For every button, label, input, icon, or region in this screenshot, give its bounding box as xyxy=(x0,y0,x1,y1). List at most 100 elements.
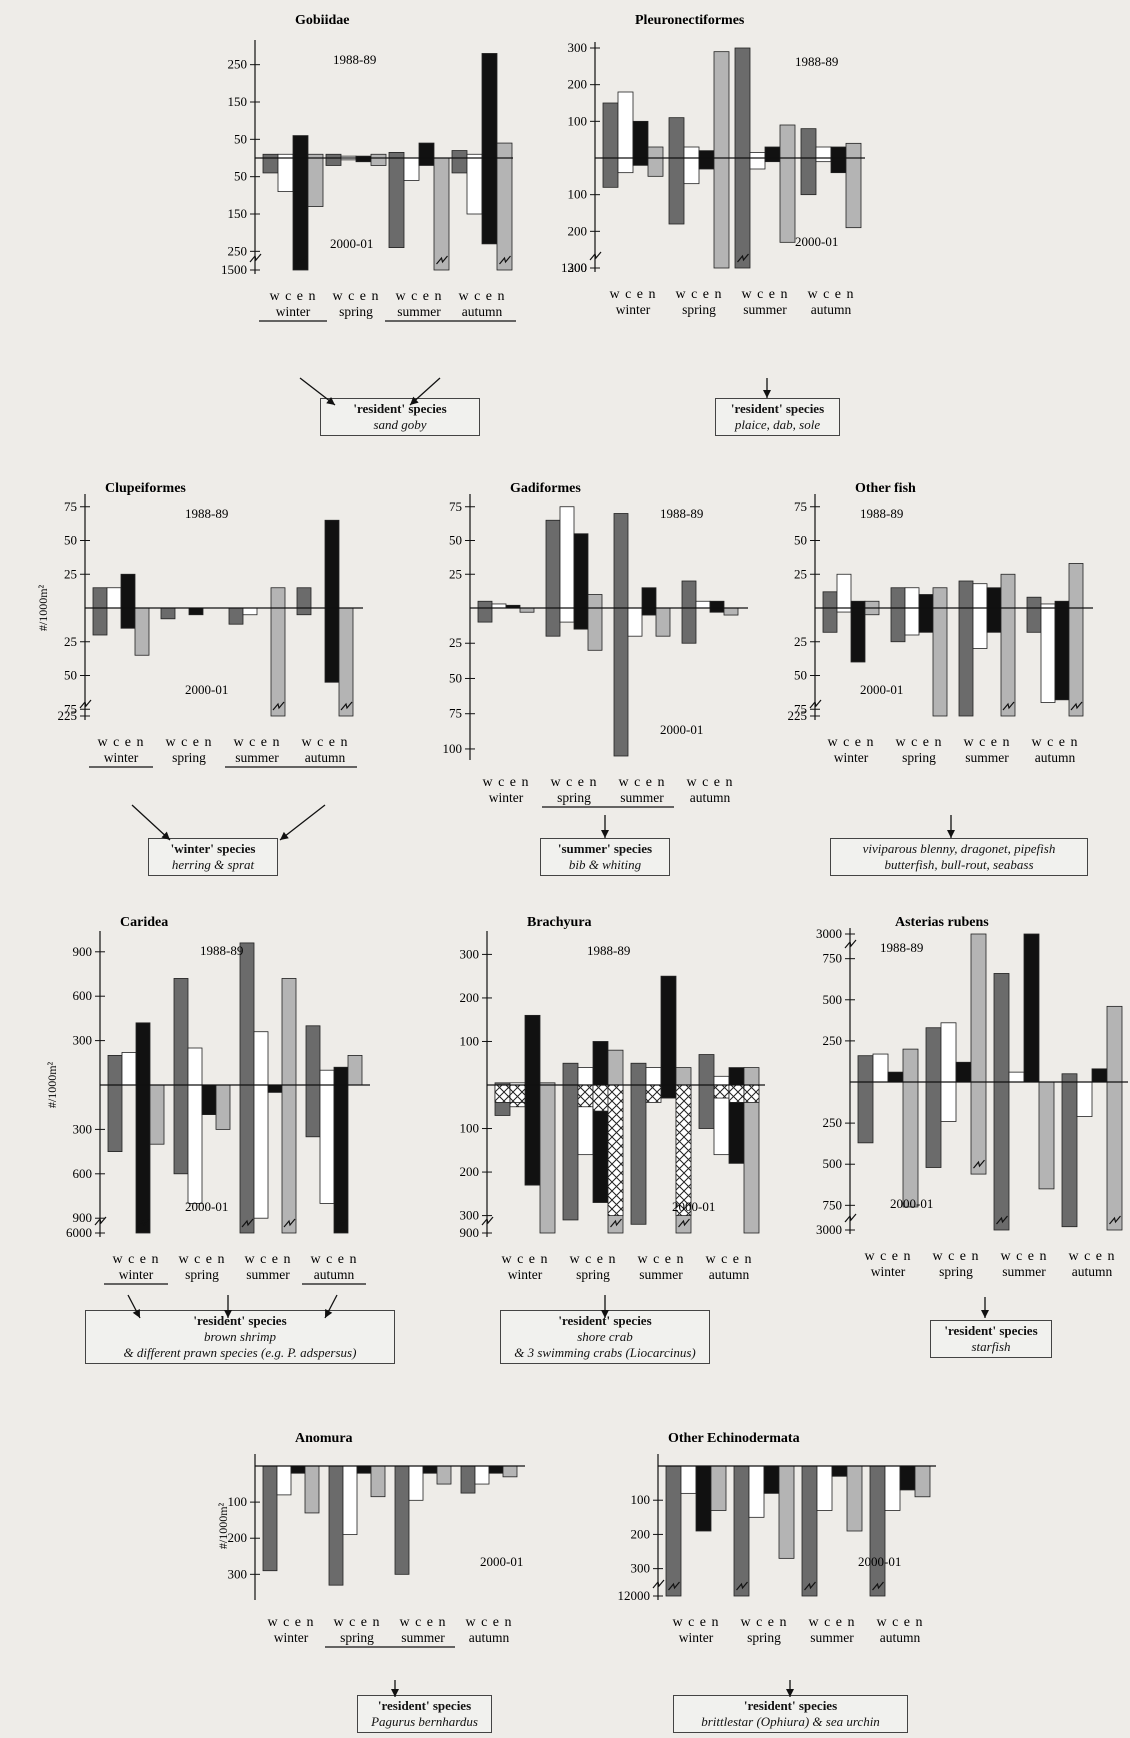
y-tick-label: 25 xyxy=(64,566,77,581)
season-letters: w c e n xyxy=(637,1252,684,1267)
season-letters: w c e n xyxy=(741,287,788,302)
species-box-line: brown shrimp xyxy=(203,1329,277,1344)
y-tick-label: 100 xyxy=(443,741,463,756)
season-label-winter: winter xyxy=(616,302,651,317)
species-box-title: 'resident' species xyxy=(377,1698,472,1713)
season-letters: w c e n xyxy=(482,775,529,790)
break-mark xyxy=(241,1218,254,1228)
species-box-line: sand goby xyxy=(373,417,427,432)
break-mark xyxy=(249,253,262,263)
season-letters: w c e n xyxy=(864,1249,911,1264)
break-mark xyxy=(272,701,285,711)
species-box-title: 'resident' species xyxy=(944,1323,1038,1338)
species-box-brachyura: 'resident' species shore crab & 3 swimming… xyxy=(500,1310,710,1364)
chart-svg: Asterias rubens 3000 750 500 250 250 500 750 300… xyxy=(816,915,1128,1279)
season-label-autumn: autumn xyxy=(811,302,852,317)
y-tick-label: 750 xyxy=(823,1197,843,1212)
season-label-summer: summer xyxy=(246,1267,290,1282)
season-letters: w c e n xyxy=(178,1252,225,1267)
label-1988-89: 1988-89 xyxy=(660,506,703,521)
y-tick-label: 200 xyxy=(460,990,480,1005)
species-box-anomura: 'resident' species Pagurus bernhardus xyxy=(357,1695,492,1733)
break-mark xyxy=(1002,701,1015,711)
species-box-title: 'resident' species xyxy=(743,1698,838,1713)
season-label-winter: winter xyxy=(489,790,524,805)
y-tick-label: 50 xyxy=(234,169,247,184)
y-tick-label: 200 xyxy=(228,1530,248,1545)
y-tick-label: 200 xyxy=(568,77,588,92)
chart-title: Asterias rubens xyxy=(895,915,989,930)
season-label-winter: winter xyxy=(834,750,869,765)
species-box-asterias: 'resident' species starfish xyxy=(930,1320,1052,1358)
break-mark xyxy=(678,1218,690,1228)
season-label-spring: spring xyxy=(557,790,591,805)
y-tick-label: 750 xyxy=(823,951,843,966)
y-tick-label: 100 xyxy=(631,1492,651,1507)
break-mark xyxy=(996,1215,1008,1225)
y-tick-label: 300 xyxy=(568,40,588,55)
y-tick-label: 75 xyxy=(64,499,77,514)
season-letters: w c e n xyxy=(705,1252,752,1267)
break-mark xyxy=(137,1218,150,1228)
season-label-summer: summer xyxy=(965,750,1009,765)
species-box-clupeiformes: 'winter' species herring & sprat xyxy=(148,838,278,876)
label-2000-01: 2000-01 xyxy=(330,236,373,251)
break-mark xyxy=(844,1213,857,1223)
arrow-head xyxy=(601,1310,609,1318)
season-label-spring: spring xyxy=(576,1267,610,1282)
y-tick-label: 50 xyxy=(234,131,247,146)
break-mark xyxy=(340,701,353,711)
season-letters: w c e n xyxy=(827,735,874,750)
y-tick-label: 1200 xyxy=(561,260,587,275)
y-tick-label: 150 xyxy=(228,206,248,221)
chart-title: Clupeiformes xyxy=(105,481,186,496)
chart-pleuronectiformes: Pleuronectiformes 300 200 100 100 200 300 1200 1… xyxy=(555,10,879,338)
season-letters: w c e n xyxy=(740,1615,787,1630)
season-label-autumn: autumn xyxy=(305,750,346,765)
break-mark xyxy=(736,1581,748,1591)
y-tick-label: 50 xyxy=(794,533,807,548)
chart-brachyura: Brachyura 300 200 100 100 200 300 900 1988-89 200… xyxy=(450,912,779,1303)
chart-otherfish: Other fish 75 50 25 25 50 75 225 1988-89 2000-01 w… xyxy=(785,478,1107,786)
y-tick-label: 75 xyxy=(794,701,807,716)
y-tick-label: 25 xyxy=(794,634,807,649)
label-2000-01: 2000-01 xyxy=(660,722,703,737)
season-letters: w c e n xyxy=(267,1615,314,1630)
y-tick-label: 150 xyxy=(228,94,248,109)
y-axis-label: #/1000m² xyxy=(216,1502,230,1549)
y-tick-label: 100 xyxy=(460,1033,480,1048)
chart-svg: Other Echinodermata 100 200 300 12000 2000-01… xyxy=(618,1431,936,1645)
break-mark xyxy=(973,1159,985,1169)
season-letters: w c e n xyxy=(395,289,442,304)
season-label-summer: summer xyxy=(810,1630,854,1645)
y-tick-label: 300 xyxy=(460,946,480,961)
arrow-head xyxy=(325,1309,333,1318)
y-tick-label: 250 xyxy=(823,1033,843,1048)
y-tick-label: 100 xyxy=(460,1121,480,1136)
species-box-line: & different prawn species (e.g. P. adspe… xyxy=(123,1345,357,1360)
season-label-summer: summer xyxy=(743,302,787,317)
season-letters: w c e n xyxy=(932,1249,979,1264)
species-box-title: 'resident' species xyxy=(730,401,825,416)
season-letters: w c e n xyxy=(301,735,348,750)
season-label-summer: summer xyxy=(397,304,441,319)
chart-svg: Other fish7550252550752251988-892000-01w… xyxy=(788,481,1093,765)
season-letters: w c e n xyxy=(895,735,942,750)
species-box-line: Pagurus bernhardus xyxy=(371,1714,478,1729)
season-label-spring: spring xyxy=(902,750,936,765)
species-box-gobiidae: 'resident' species sand goby xyxy=(320,398,480,436)
y-tick-label: 25 xyxy=(64,634,77,649)
label-1988-89: 1988-89 xyxy=(860,506,903,521)
chart-title: Gobiidae xyxy=(295,13,349,28)
season-letters: w c e n xyxy=(876,1615,923,1630)
chart-svg: Brachyura 300 200 100 100 200 300 900 1988-89 200… xyxy=(460,915,765,1282)
chart-gadiformes: Gadiformes 75 50 25 25 50 75 100 1988-89 2000-01 w… xyxy=(443,478,762,826)
chart-clupeiformes: Clupeiformes 75 50 25 25 50 75 225 #/1000m² 1988-… xyxy=(36,478,377,786)
y-tick-label: 100 xyxy=(228,1494,248,1509)
season-letters: w c e n xyxy=(332,289,379,304)
season-label-spring: spring xyxy=(747,1630,781,1645)
season-letters: w c e n xyxy=(1031,735,1078,750)
y-tick-label: 300 xyxy=(73,1033,93,1048)
